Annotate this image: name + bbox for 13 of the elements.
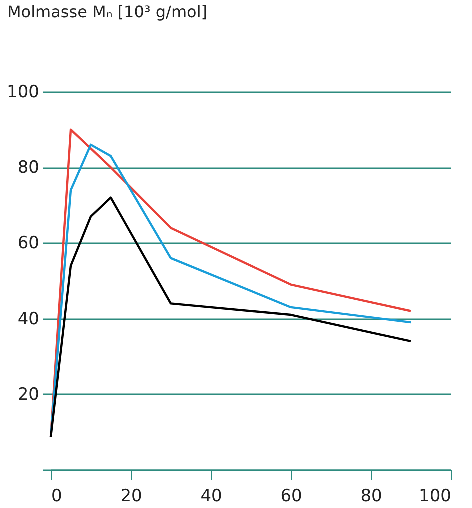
y-tick-label: 100: [7, 82, 40, 102]
y-tick-label: 60: [18, 234, 40, 254]
line-series: [50, 196, 412, 438]
x-tick-label: 0: [52, 486, 62, 506]
y-tick-label: 40: [18, 309, 40, 330]
y-axis-title: Molmasse Mₙ [10³ g/mol]: [8, 2, 208, 22]
y-tick-label: 80: [18, 158, 40, 178]
x-tick-label: 100: [419, 486, 452, 506]
x-tick-label: 40: [200, 486, 222, 506]
x-tick-label: 60: [280, 486, 302, 506]
y-tick-label: 20: [18, 384, 40, 405]
x-tick-label: 20: [120, 486, 142, 506]
x-tick-label: 80: [360, 486, 382, 506]
